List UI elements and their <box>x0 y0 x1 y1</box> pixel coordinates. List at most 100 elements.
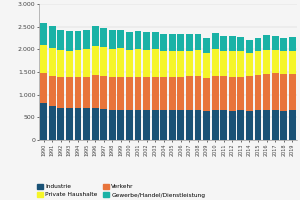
Bar <box>272 36 279 50</box>
Bar <box>272 73 279 110</box>
Bar <box>272 110 279 140</box>
Bar <box>109 110 116 140</box>
Bar <box>100 47 107 76</box>
Bar <box>117 110 124 140</box>
Bar <box>263 74 270 110</box>
Bar <box>229 77 236 111</box>
Bar <box>169 110 176 140</box>
Bar <box>229 111 236 140</box>
Bar <box>177 34 184 51</box>
Bar <box>195 34 201 50</box>
Bar <box>237 51 244 77</box>
Bar <box>289 51 296 74</box>
Bar <box>237 77 244 110</box>
Bar <box>83 49 90 77</box>
Bar <box>126 32 133 50</box>
Bar <box>186 51 193 76</box>
Bar <box>160 34 167 51</box>
Bar <box>212 76 219 110</box>
Bar <box>135 49 141 77</box>
Bar <box>220 76 227 110</box>
Bar <box>169 51 176 77</box>
Bar <box>263 35 270 50</box>
Bar <box>92 26 99 46</box>
Bar <box>143 110 150 140</box>
Bar <box>135 31 141 49</box>
Bar <box>57 108 64 140</box>
Bar <box>160 110 167 140</box>
Bar <box>117 30 124 48</box>
Bar <box>152 110 159 140</box>
Bar <box>66 108 73 140</box>
Bar <box>177 51 184 77</box>
Bar <box>177 110 184 140</box>
Bar <box>195 110 201 140</box>
Bar <box>169 77 176 110</box>
Bar <box>255 38 261 51</box>
Bar <box>237 37 244 51</box>
Bar <box>203 111 210 140</box>
Bar <box>212 49 219 76</box>
Bar <box>100 28 107 47</box>
Bar <box>117 48 124 77</box>
Bar <box>126 110 133 140</box>
Bar <box>126 77 133 110</box>
Bar <box>135 110 141 140</box>
Bar <box>83 30 90 49</box>
Bar <box>263 110 270 140</box>
Bar <box>246 111 253 140</box>
Bar <box>49 48 56 76</box>
Bar <box>40 23 47 45</box>
Bar <box>75 31 81 50</box>
Bar <box>280 38 287 51</box>
Bar <box>135 77 141 110</box>
Bar <box>220 36 227 51</box>
Bar <box>152 32 159 49</box>
Bar <box>229 36 236 51</box>
Bar <box>255 75 261 110</box>
Bar <box>246 76 253 111</box>
Bar <box>152 49 159 77</box>
Bar <box>280 111 287 140</box>
Bar <box>152 77 159 110</box>
Bar <box>109 30 116 49</box>
Bar <box>75 108 81 140</box>
Bar <box>40 45 47 73</box>
Bar <box>66 31 73 51</box>
Bar <box>117 77 124 110</box>
Bar <box>203 53 210 78</box>
Bar <box>49 26 56 48</box>
Bar <box>186 110 193 140</box>
Bar <box>169 34 176 51</box>
Bar <box>40 103 47 140</box>
Bar <box>100 109 107 140</box>
Bar <box>57 50 64 77</box>
Bar <box>289 74 296 110</box>
Bar <box>92 108 99 140</box>
Bar <box>143 50 150 77</box>
Bar <box>280 74 287 111</box>
Bar <box>203 38 210 53</box>
Bar <box>246 53 253 76</box>
Bar <box>92 75 99 108</box>
Bar <box>92 46 99 75</box>
Bar <box>57 77 64 108</box>
Bar <box>160 77 167 110</box>
Bar <box>220 110 227 140</box>
Bar <box>246 40 253 53</box>
Bar <box>66 77 73 108</box>
Bar <box>143 32 150 50</box>
Bar <box>237 110 244 140</box>
Bar <box>109 77 116 110</box>
Bar <box>66 51 73 77</box>
Bar <box>40 73 47 103</box>
Bar <box>195 76 201 110</box>
Bar <box>75 50 81 77</box>
Bar <box>272 50 279 73</box>
Bar <box>49 106 56 140</box>
Bar <box>75 77 81 108</box>
Bar <box>83 77 90 108</box>
Bar <box>255 51 261 75</box>
Bar <box>109 49 116 77</box>
Bar <box>229 51 236 77</box>
